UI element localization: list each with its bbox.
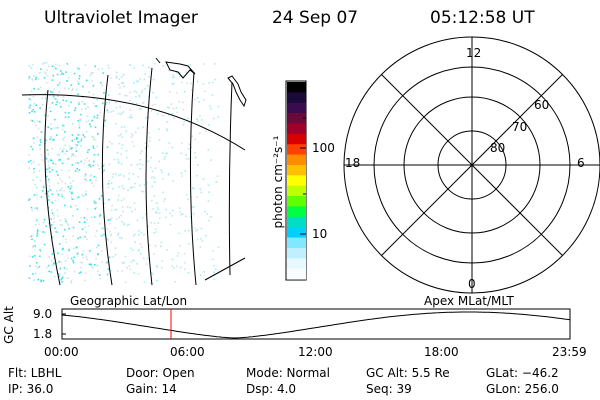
polar-plot bbox=[343, 36, 600, 294]
app-title: Ultraviolet Imager bbox=[44, 8, 198, 28]
filter-status: Flt: LBHL bbox=[8, 366, 62, 380]
mlat-label-60: 60 bbox=[534, 98, 550, 112]
time-label: 05:12:58 UT bbox=[430, 8, 535, 28]
uv-emission-dots bbox=[28, 62, 220, 284]
glat-status: GLat: −46.2 bbox=[486, 366, 559, 380]
colorbar-tick-10: 10 bbox=[312, 227, 328, 241]
coastline-2 bbox=[227, 75, 247, 108]
y-axis-title: GC Alt bbox=[1, 306, 16, 344]
glon-status: GLon: 256.0 bbox=[486, 382, 559, 396]
x-tick-0000: 00:00 bbox=[44, 345, 79, 359]
dsp-status: Dsp: 4.0 bbox=[246, 382, 297, 396]
coastline-1 bbox=[165, 61, 196, 79]
y-tick-9: 9.0 bbox=[33, 307, 53, 321]
gc-alt-status: GC Alt: 5.5 Re bbox=[366, 366, 450, 380]
geographic-label: Geographic Lat/Lon bbox=[70, 294, 188, 308]
x-tick-1200: 12:00 bbox=[298, 345, 333, 359]
seq-status: Seq: 39 bbox=[366, 382, 412, 396]
x-tick-0600: 06:00 bbox=[170, 345, 205, 359]
door-status: Door: Open bbox=[126, 366, 195, 380]
mode-status: Mode: Normal bbox=[246, 366, 330, 380]
altitude-curve bbox=[61, 311, 571, 339]
orbit-panel bbox=[61, 308, 571, 340]
date-label: 24 Sep 07 bbox=[272, 8, 359, 28]
colorbar-unit-label: photon cm⁻²s⁻¹ bbox=[271, 135, 285, 229]
mlat-label-70: 70 bbox=[512, 120, 528, 134]
mlat-label-80: 80 bbox=[490, 141, 506, 155]
gain-status: Gain: 14 bbox=[126, 382, 177, 396]
y-tick-1-8: 1.8 bbox=[33, 327, 53, 341]
ip-status: IP: 36.0 bbox=[8, 382, 54, 396]
colorbar-tick-100: 100 bbox=[312, 141, 335, 155]
mlt-label-6: 6 bbox=[577, 156, 585, 170]
apex-label: Apex MLat/MLT bbox=[424, 294, 514, 308]
color-bar bbox=[285, 80, 307, 281]
x-tick-2359: 23:59 bbox=[552, 345, 587, 359]
mlt-label-12: 12 bbox=[466, 46, 482, 60]
x-tick-1800: 18:00 bbox=[424, 345, 459, 359]
mlt-label-0: 0 bbox=[468, 277, 476, 291]
geographic-map bbox=[21, 57, 247, 286]
mlt-label-18: 18 bbox=[345, 156, 361, 170]
